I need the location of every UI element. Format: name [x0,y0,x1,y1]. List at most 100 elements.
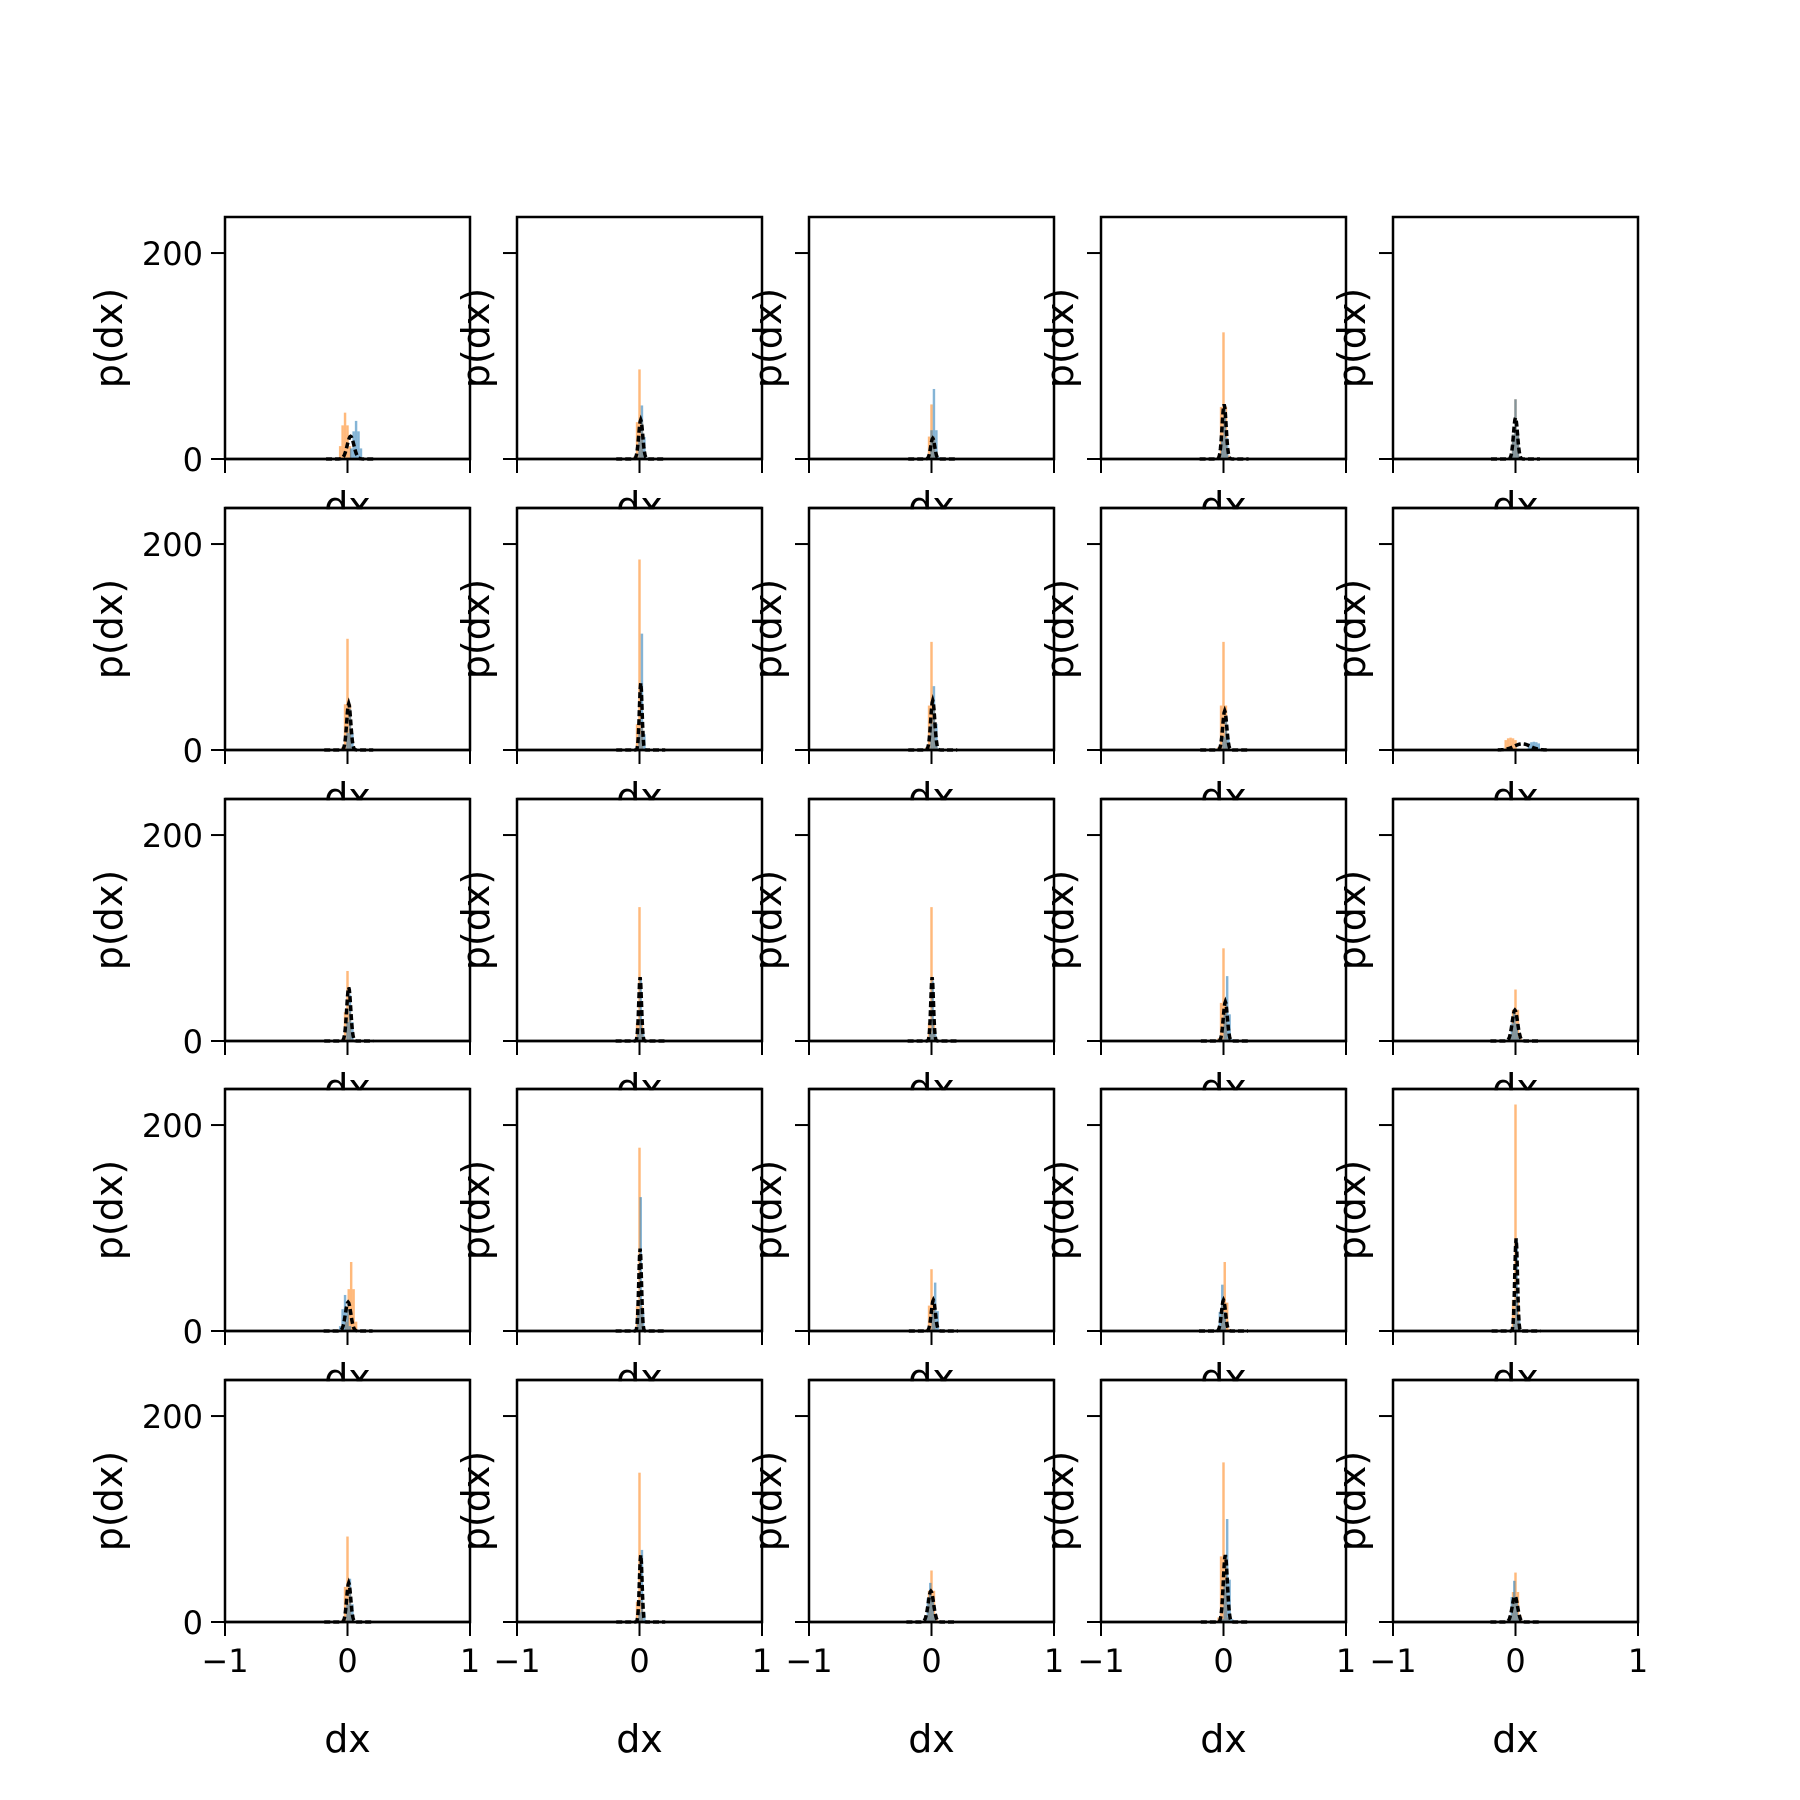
x-axis-label: dx [908,1717,955,1761]
orange-hist-bar [352,1289,355,1331]
blue-hist-bar [933,1032,937,1041]
y-tick-label: 200 [142,1398,203,1436]
x-axis-label: dx [1492,1717,1539,1761]
blue-hist-bar [1517,1037,1521,1041]
x-tick-label: −1 [201,1642,248,1680]
axes-frame [223,215,472,461]
blue-hist-bar [1221,1284,1224,1331]
y-axis-label: p(dx) [1038,1160,1082,1260]
blue-hist-bar [1221,1619,1224,1622]
y-axis-label: p(dx) [1038,579,1082,679]
label-clip-mask [1394,800,1637,815]
x-tick-label: 0 [629,1642,649,1680]
orange-hist-bar [341,425,344,459]
blue-hist-bar [348,1326,352,1331]
blue-hist-bar [936,1311,939,1331]
blue-hist-bar [1513,1318,1516,1331]
x-tick-label: 0 [337,1642,357,1680]
y-tick-label: 200 [142,1107,203,1145]
x-axis-label: dx [616,1717,663,1761]
blue-hist-bar [351,1021,354,1041]
x-tick-label: 1 [752,1642,772,1680]
label-clip-mask [226,1381,469,1396]
panel-r1-c4: dxp(dx) [1038,215,1348,528]
blue-hist-bar [354,420,358,459]
y-axis-label: p(dx) [87,579,131,679]
density-curve [324,1577,374,1624]
orange-hist-bar [638,369,641,459]
orange-hist-bar [346,425,349,459]
label-clip-mask [810,509,1053,524]
x-tick-label: −1 [1077,1642,1124,1680]
label-clip-mask [1102,1381,1345,1396]
orange-hist-bar [638,907,641,1041]
blue-hist-bar [637,1032,640,1041]
y-axis-label: p(dx) [1038,870,1082,970]
y-axis-label: p(dx) [1330,870,1374,970]
panel-r3-c2: dxp(dx) [454,797,764,1110]
label-clip-mask [810,1381,1053,1396]
x-tick-label: 0 [1505,1642,1525,1680]
y-axis-label: p(dx) [87,1160,131,1260]
blue-hist-bar [346,1604,349,1622]
blue-hist-bar [357,431,360,459]
blue-hist-bar [640,405,644,459]
y-axis-label: p(dx) [746,870,790,970]
panel-r2-c5: dxp(dx) [1330,506,1640,819]
blue-hist-bar [349,448,353,459]
panel-r4-c2: dxp(dx) [454,1087,764,1400]
panel-r3-c5: dxp(dx) [1330,797,1640,1110]
panel-r2-c2: dxp(dx) [454,506,764,819]
label-clip-mask [518,800,761,815]
panel-r1-c2: dxp(dx) [454,215,764,528]
orange-hist-bar [1509,737,1512,750]
orange-hist-bar [1222,641,1225,750]
blue-hist-bar [1223,1014,1226,1041]
density-curve [907,976,957,1043]
blue-hist-bar [1515,1240,1518,1331]
y-axis-label: p(dx) [746,1451,790,1551]
y-axis-label: p(dx) [1330,579,1374,679]
y-tick-label: 0 [183,1023,203,1061]
blue-hist-bar [346,1309,349,1331]
blue-hist-bar [930,723,933,750]
blue-hist-bar [638,436,641,459]
y-axis-label: p(dx) [87,870,131,970]
label-clip-mask [1102,1090,1345,1105]
orange-hist-bar [343,412,347,459]
orange-hist-bar [1222,948,1225,1041]
y-axis-label: p(dx) [87,1451,131,1551]
blue-hist-bar [1222,737,1225,750]
panel-r4-c5: dxp(dx) [1330,1087,1640,1400]
label-clip-mask [518,509,761,524]
orange-hist-bar [354,1321,358,1331]
panel-r3-c3: dxp(dx) [746,797,1056,1110]
blue-hist-bar [930,430,933,459]
blue-hist-bar [1532,741,1536,750]
y-axis-label: p(dx) [1330,288,1374,388]
x-axis-label: dx [1200,1717,1247,1761]
y-axis-label: p(dx) [454,288,498,388]
label-clip-mask [1102,509,1345,524]
y-axis-label: p(dx) [454,1160,498,1260]
orange-hist-bar [1223,1262,1226,1331]
label-clip-mask [1394,509,1637,524]
orange-hist-bar [1511,1300,1515,1331]
x-tick-label: 1 [1336,1642,1356,1680]
x-tick-label: 0 [921,1642,941,1680]
y-tick-label: 200 [142,235,203,273]
panel-r1-c5: dxp(dx) [1330,215,1640,528]
x-tick-label: −1 [785,1642,832,1680]
blue-hist-bar [343,1294,347,1331]
y-tick-label: 200 [142,817,203,855]
y-axis-label: p(dx) [1038,1451,1082,1551]
orange-hist-bar [1511,738,1515,750]
panel-r4-c3: dxp(dx) [746,1087,1056,1400]
blue-hist-bar [1530,742,1533,750]
x-tick-label: 1 [460,1642,480,1680]
panel-r3-c4: dxp(dx) [1038,797,1348,1110]
panel-r5-c5: −1 0 1 dx p(dx) [1330,1378,1648,1761]
